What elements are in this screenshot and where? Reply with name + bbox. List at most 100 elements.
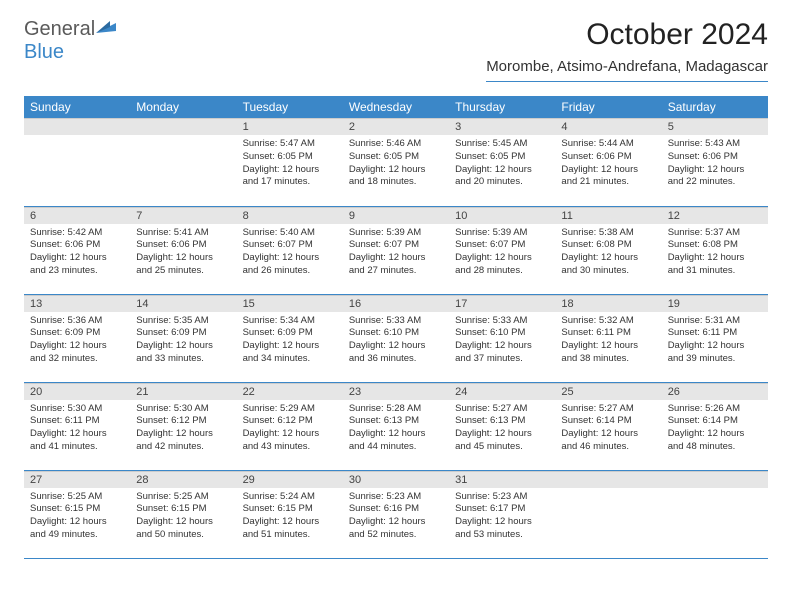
day-content: Sunrise: 5:32 AMSunset: 6:11 PMDaylight:… <box>555 312 661 372</box>
day-content: Sunrise: 5:37 AMSunset: 6:08 PMDaylight:… <box>662 224 768 284</box>
daylight-text: Daylight: 12 hours and 21 minutes. <box>561 164 655 190</box>
sunset-text: Sunset: 6:05 PM <box>349 151 443 164</box>
daylight-text: Daylight: 12 hours and 41 minutes. <box>30 428 124 454</box>
calendar-day-cell: 29Sunrise: 5:24 AMSunset: 6:15 PMDayligh… <box>237 470 343 558</box>
day-number: 22 <box>237 383 343 400</box>
month-title: October 2024 <box>486 18 768 52</box>
daylight-text: Daylight: 12 hours and 22 minutes. <box>668 164 762 190</box>
sunset-text: Sunset: 6:09 PM <box>30 327 124 340</box>
sunrise-text: Sunrise: 5:43 AM <box>668 138 762 151</box>
sunrise-text: Sunrise: 5:42 AM <box>30 227 124 240</box>
sunset-text: Sunset: 6:05 PM <box>243 151 337 164</box>
calendar-day-cell: 20Sunrise: 5:30 AMSunset: 6:11 PMDayligh… <box>24 382 130 470</box>
calendar-day-cell <box>24 118 130 206</box>
sunset-text: Sunset: 6:17 PM <box>455 503 549 516</box>
sunrise-text: Sunrise: 5:24 AM <box>243 491 337 504</box>
daylight-text: Daylight: 12 hours and 17 minutes. <box>243 164 337 190</box>
day-number: 8 <box>237 207 343 224</box>
day-number: 16 <box>343 295 449 312</box>
day-content: Sunrise: 5:36 AMSunset: 6:09 PMDaylight:… <box>24 312 130 372</box>
calendar-day-cell: 7Sunrise: 5:41 AMSunset: 6:06 PMDaylight… <box>130 206 236 294</box>
day-content: Sunrise: 5:27 AMSunset: 6:13 PMDaylight:… <box>449 400 555 460</box>
weekday-header: Friday <box>555 96 661 118</box>
day-number: 12 <box>662 207 768 224</box>
day-number: 14 <box>130 295 236 312</box>
day-number: 13 <box>24 295 130 312</box>
daylight-text: Daylight: 12 hours and 45 minutes. <box>455 428 549 454</box>
sunrise-text: Sunrise: 5:30 AM <box>136 403 230 416</box>
calendar-week-row: 1Sunrise: 5:47 AMSunset: 6:05 PMDaylight… <box>24 118 768 206</box>
weekday-header: Thursday <box>449 96 555 118</box>
calendar-day-cell: 4Sunrise: 5:44 AMSunset: 6:06 PMDaylight… <box>555 118 661 206</box>
sunset-text: Sunset: 6:16 PM <box>349 503 443 516</box>
day-number: 31 <box>449 471 555 488</box>
calendar-day-cell: 13Sunrise: 5:36 AMSunset: 6:09 PMDayligh… <box>24 294 130 382</box>
sunset-text: Sunset: 6:09 PM <box>243 327 337 340</box>
daylight-text: Daylight: 12 hours and 27 minutes. <box>349 252 443 278</box>
day-content: Sunrise: 5:42 AMSunset: 6:06 PMDaylight:… <box>24 224 130 284</box>
sunrise-text: Sunrise: 5:26 AM <box>668 403 762 416</box>
daylight-text: Daylight: 12 hours and 38 minutes. <box>561 340 655 366</box>
sunset-text: Sunset: 6:15 PM <box>243 503 337 516</box>
calendar-day-cell: 17Sunrise: 5:33 AMSunset: 6:10 PMDayligh… <box>449 294 555 382</box>
day-content: Sunrise: 5:45 AMSunset: 6:05 PMDaylight:… <box>449 135 555 195</box>
day-number: 26 <box>662 383 768 400</box>
day-content: Sunrise: 5:43 AMSunset: 6:06 PMDaylight:… <box>662 135 768 195</box>
day-content: Sunrise: 5:39 AMSunset: 6:07 PMDaylight:… <box>449 224 555 284</box>
daylight-text: Daylight: 12 hours and 28 minutes. <box>455 252 549 278</box>
sunrise-text: Sunrise: 5:32 AM <box>561 315 655 328</box>
sunrise-text: Sunrise: 5:30 AM <box>30 403 124 416</box>
sunset-text: Sunset: 6:08 PM <box>668 239 762 252</box>
daylight-text: Daylight: 12 hours and 43 minutes. <box>243 428 337 454</box>
sunset-text: Sunset: 6:09 PM <box>136 327 230 340</box>
daylight-text: Daylight: 12 hours and 48 minutes. <box>668 428 762 454</box>
calendar-header-row: Sunday Monday Tuesday Wednesday Thursday… <box>24 96 768 118</box>
calendar-day-cell: 16Sunrise: 5:33 AMSunset: 6:10 PMDayligh… <box>343 294 449 382</box>
sunrise-text: Sunrise: 5:23 AM <box>455 491 549 504</box>
sunset-text: Sunset: 6:06 PM <box>668 151 762 164</box>
sunset-text: Sunset: 6:12 PM <box>136 415 230 428</box>
sunrise-text: Sunrise: 5:27 AM <box>455 403 549 416</box>
calendar-day-cell: 18Sunrise: 5:32 AMSunset: 6:11 PMDayligh… <box>555 294 661 382</box>
day-content: Sunrise: 5:23 AMSunset: 6:17 PMDaylight:… <box>449 488 555 548</box>
calendar-day-cell: 6Sunrise: 5:42 AMSunset: 6:06 PMDaylight… <box>24 206 130 294</box>
calendar-day-cell: 23Sunrise: 5:28 AMSunset: 6:13 PMDayligh… <box>343 382 449 470</box>
day-number: 5 <box>662 118 768 135</box>
calendar-table: Sunday Monday Tuesday Wednesday Thursday… <box>24 96 768 559</box>
sunrise-text: Sunrise: 5:39 AM <box>349 227 443 240</box>
weekday-header: Saturday <box>662 96 768 118</box>
calendar-day-cell: 10Sunrise: 5:39 AMSunset: 6:07 PMDayligh… <box>449 206 555 294</box>
day-number: 7 <box>130 207 236 224</box>
sunset-text: Sunset: 6:12 PM <box>243 415 337 428</box>
day-number: 30 <box>343 471 449 488</box>
daylight-text: Daylight: 12 hours and 20 minutes. <box>455 164 549 190</box>
logo-flag-icon <box>96 21 118 40</box>
calendar-day-cell: 15Sunrise: 5:34 AMSunset: 6:09 PMDayligh… <box>237 294 343 382</box>
day-number: 23 <box>343 383 449 400</box>
day-content <box>24 135 130 144</box>
day-content: Sunrise: 5:44 AMSunset: 6:06 PMDaylight:… <box>555 135 661 195</box>
sunset-text: Sunset: 6:06 PM <box>561 151 655 164</box>
weekday-header: Monday <box>130 96 236 118</box>
sunrise-text: Sunrise: 5:36 AM <box>30 315 124 328</box>
day-content: Sunrise: 5:24 AMSunset: 6:15 PMDaylight:… <box>237 488 343 548</box>
sunrise-text: Sunrise: 5:28 AM <box>349 403 443 416</box>
calendar-day-cell: 19Sunrise: 5:31 AMSunset: 6:11 PMDayligh… <box>662 294 768 382</box>
day-content: Sunrise: 5:30 AMSunset: 6:11 PMDaylight:… <box>24 400 130 460</box>
day-content: Sunrise: 5:40 AMSunset: 6:07 PMDaylight:… <box>237 224 343 284</box>
calendar-day-cell: 12Sunrise: 5:37 AMSunset: 6:08 PMDayligh… <box>662 206 768 294</box>
calendar-day-cell: 8Sunrise: 5:40 AMSunset: 6:07 PMDaylight… <box>237 206 343 294</box>
day-content: Sunrise: 5:27 AMSunset: 6:14 PMDaylight:… <box>555 400 661 460</box>
daylight-text: Daylight: 12 hours and 37 minutes. <box>455 340 549 366</box>
calendar-day-cell <box>130 118 236 206</box>
calendar-day-cell: 2Sunrise: 5:46 AMSunset: 6:05 PMDaylight… <box>343 118 449 206</box>
calendar-day-cell: 30Sunrise: 5:23 AMSunset: 6:16 PMDayligh… <box>343 470 449 558</box>
sunset-text: Sunset: 6:07 PM <box>243 239 337 252</box>
day-content: Sunrise: 5:25 AMSunset: 6:15 PMDaylight:… <box>130 488 236 548</box>
calendar-week-row: 13Sunrise: 5:36 AMSunset: 6:09 PMDayligh… <box>24 294 768 382</box>
calendar-week-row: 6Sunrise: 5:42 AMSunset: 6:06 PMDaylight… <box>24 206 768 294</box>
day-number: 4 <box>555 118 661 135</box>
daylight-text: Daylight: 12 hours and 34 minutes. <box>243 340 337 366</box>
sunrise-text: Sunrise: 5:27 AM <box>561 403 655 416</box>
sunrise-text: Sunrise: 5:29 AM <box>243 403 337 416</box>
